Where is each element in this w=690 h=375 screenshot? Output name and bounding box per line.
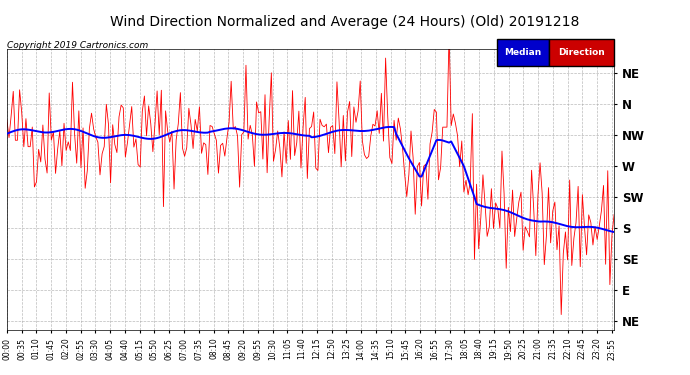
Text: Copyright 2019 Cartronics.com: Copyright 2019 Cartronics.com <box>7 41 148 50</box>
Text: Direction: Direction <box>558 48 604 57</box>
Text: Median: Median <box>504 48 541 57</box>
Text: Wind Direction Normalized and Average (24 Hours) (Old) 20191218: Wind Direction Normalized and Average (2… <box>110 15 580 29</box>
